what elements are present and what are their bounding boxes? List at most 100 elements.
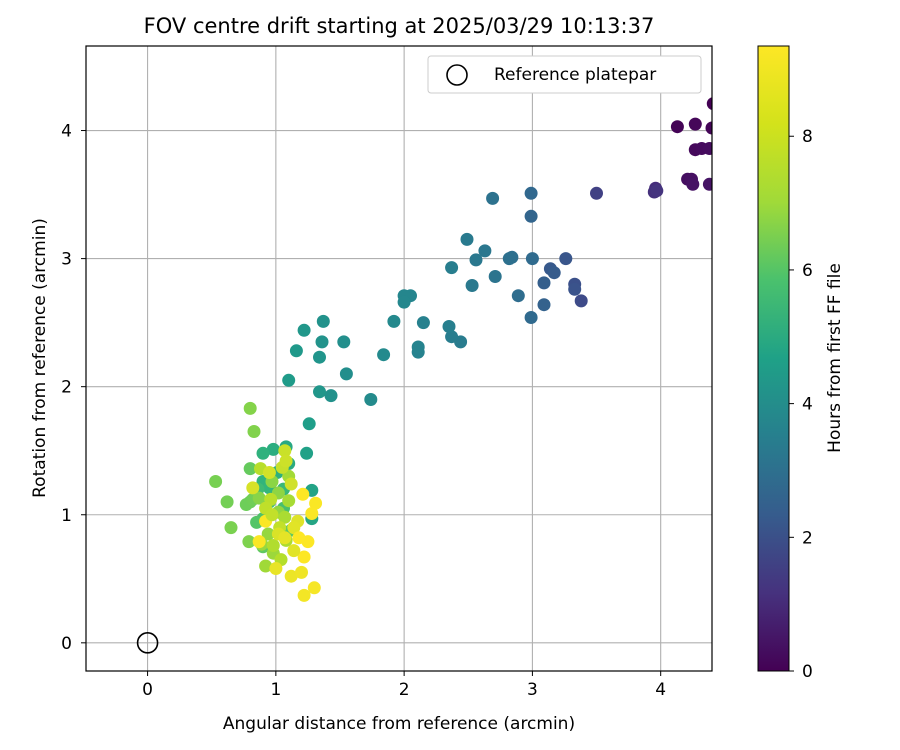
y-tick-label: 2: [61, 378, 72, 398]
data-point: [279, 454, 293, 468]
data-point: [486, 191, 500, 205]
legend: Reference platepar: [427, 55, 702, 94]
y-axis-label: Rotation from reference (arcmin): [30, 218, 50, 498]
colorbar-tick-label: 2: [802, 528, 813, 548]
data-point: [296, 487, 310, 501]
colorbar-tick-label: 6: [802, 261, 813, 281]
legend-entry: Reference platepar: [494, 65, 656, 85]
y-tick-label: 4: [61, 122, 72, 142]
data-point: [282, 373, 296, 387]
data-point: [287, 544, 301, 558]
data-point: [287, 521, 301, 535]
data-point: [337, 335, 351, 349]
data-point: [252, 491, 266, 505]
data-point: [224, 521, 238, 535]
x-tick-label: 1: [270, 680, 281, 700]
y-tick-label: 1: [61, 506, 72, 526]
data-points: [209, 97, 712, 602]
data-point: [256, 446, 270, 460]
data-point: [246, 481, 260, 495]
data-point: [524, 209, 538, 223]
chart-title: FOV centre drift starting at 2025/03/29 …: [144, 14, 655, 38]
data-point: [220, 495, 234, 509]
data-point: [502, 252, 516, 266]
data-point: [305, 507, 319, 520]
x-tick-label: 3: [527, 680, 538, 700]
data-point: [278, 531, 292, 545]
data-point: [316, 314, 330, 328]
data-point: [266, 539, 280, 552]
data-point: [574, 294, 588, 308]
colorbar-label: Hours from first FF file: [825, 263, 845, 453]
data-point: [524, 186, 538, 200]
data-point: [686, 177, 700, 191]
grid: [86, 46, 712, 671]
data-point: [705, 121, 712, 135]
data-point: [469, 253, 483, 267]
data-point: [702, 142, 712, 155]
data-point: [339, 367, 353, 381]
data-point: [252, 535, 266, 549]
data-point: [442, 320, 456, 333]
legend-marker-icon: [446, 64, 468, 86]
data-point: [302, 417, 316, 431]
data-point: [292, 531, 306, 545]
data-point: [313, 385, 326, 399]
y-axis-ticks: 0 1 2 3 4: [61, 122, 86, 654]
data-point: [416, 316, 430, 330]
data-point: [537, 298, 551, 312]
data-point: [297, 550, 311, 564]
data-point: [262, 466, 276, 479]
data-point: [478, 244, 492, 258]
data-point: [315, 335, 329, 349]
data-point: [488, 270, 502, 283]
data-point: [670, 120, 684, 134]
data-point: [688, 117, 702, 131]
data-point: [278, 510, 292, 524]
data-point: [559, 252, 573, 266]
data-point: [307, 581, 321, 595]
data-point: [243, 462, 257, 476]
x-tick-label: 2: [399, 680, 410, 700]
x-tick-label: 4: [655, 680, 666, 700]
y-tick-label: 3: [61, 250, 72, 270]
data-point: [511, 289, 525, 303]
data-point: [706, 97, 712, 110]
data-point: [269, 562, 283, 575]
data-point: [278, 444, 292, 458]
colorbar-tick-label: 0: [802, 662, 813, 682]
data-point: [289, 344, 303, 358]
data-point: [259, 559, 273, 573]
data-point: [547, 266, 561, 280]
colorbar-tick-label: 4: [802, 395, 813, 415]
data-point: [300, 446, 314, 460]
data-point: [247, 425, 261, 438]
data-point: [295, 565, 308, 579]
data-point: [537, 276, 551, 290]
data-point: [242, 535, 256, 549]
data-point: [284, 569, 298, 583]
y-tick-label: 0: [61, 634, 72, 654]
data-point: [364, 393, 378, 406]
data-point: [702, 177, 712, 191]
data-point: [284, 477, 298, 491]
data-point: [445, 330, 459, 344]
data-point: [266, 442, 280, 456]
data-point: [411, 340, 425, 354]
data-point: [377, 348, 391, 362]
colorbar-ticks: 0 2 4 6 8: [789, 127, 813, 682]
plot-frame: [85, 45, 713, 672]
data-point: [261, 527, 275, 541]
legend-box: [427, 55, 702, 94]
colorbar: [757, 45, 790, 672]
data-point: [282, 494, 296, 508]
data-point: [445, 261, 459, 275]
data-point: [525, 252, 539, 266]
x-axis-ticks: 0 1 2 3 4: [142, 671, 666, 700]
data-point: [524, 311, 538, 324]
data-point: [313, 350, 326, 364]
data-point: [324, 389, 338, 403]
data-point: [309, 496, 323, 510]
reference-platepar-marker: [136, 632, 159, 654]
